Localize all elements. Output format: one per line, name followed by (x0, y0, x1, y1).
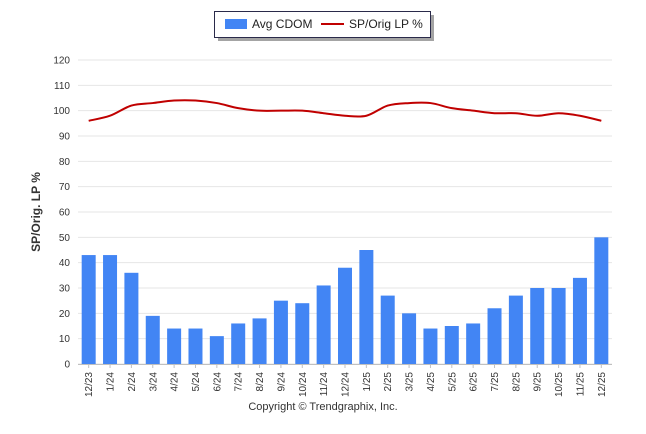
y-tick-label: 110 (54, 81, 70, 92)
bar-avg-cdom (444, 326, 459, 364)
bar-avg-cdom (81, 255, 96, 364)
y-tick-label: 120 (53, 56, 70, 67)
bar-avg-cdom (338, 267, 352, 364)
y-tick-label: 20 (59, 309, 71, 320)
x-tick-label: 2/24 (127, 372, 138, 392)
bar-avg-cdom (231, 323, 246, 364)
bar-avg-cdom (380, 295, 395, 364)
x-tick-label: 12/24 (341, 372, 352, 397)
y-tick-label: 50 (59, 233, 71, 244)
legend-label-sp-orig-lp: SP/Orig LP % (349, 17, 423, 31)
x-tick-label: 9/24 (276, 372, 287, 392)
y-tick-label: 80 (59, 157, 71, 168)
x-tick-label: 10/24 (298, 372, 309, 397)
x-tick-label: 5/24 (191, 372, 202, 392)
x-tick-label: 11/25 (575, 372, 586, 397)
y-tick-label: 0 (64, 360, 70, 371)
x-tick-label: 5/25 (447, 372, 458, 392)
y-tick-label: 70 (59, 182, 71, 193)
x-tick-label: 9/25 (533, 372, 544, 392)
legend: Avg CDOM SP/Orig LP % (214, 11, 434, 41)
bar-avg-cdom (530, 288, 545, 364)
x-tick-label: 8/24 (255, 372, 266, 392)
x-tick-label: 12/23 (84, 372, 95, 397)
bar-avg-cdom (487, 308, 502, 364)
bar-avg-cdom (167, 328, 182, 364)
legend-label-avg-cdom: Avg CDOM (252, 17, 312, 31)
bar-avg-cdom (209, 336, 224, 364)
bar-avg-cdom (316, 285, 331, 364)
x-tick-label: 1/24 (106, 372, 117, 392)
y-tick-label: 40 (59, 258, 71, 269)
bar-avg-cdom (508, 295, 523, 364)
bar-avg-cdom (145, 315, 160, 364)
bar-avg-cdom (466, 323, 481, 364)
bar-avg-cdom (295, 303, 310, 364)
bar-avg-cdom (103, 255, 118, 364)
bar-avg-cdom (402, 313, 417, 364)
x-tick-label: 2/25 (383, 372, 394, 392)
x-tick-label: 4/25 (426, 372, 437, 392)
y-axis-title: SP/Orig. LP % (29, 172, 43, 252)
copyright-text: Copyright © Trendgraphix, Inc. (248, 401, 398, 413)
y-tick-label: 90 (59, 132, 71, 143)
bar-avg-cdom (572, 277, 587, 364)
bar-avg-cdom (252, 318, 267, 364)
bar-avg-cdom (124, 272, 139, 364)
x-tick-label: 6/24 (212, 372, 223, 392)
x-tick-label: 10/25 (554, 372, 565, 397)
y-tick-label: 10 (59, 334, 71, 345)
x-tick-label: 3/25 (405, 372, 416, 392)
bar-avg-cdom (551, 288, 566, 364)
x-tick-label: 3/24 (148, 372, 159, 392)
x-tick-label: 4/24 (170, 372, 181, 392)
x-tick-label: 7/24 (234, 372, 245, 392)
y-tick-label: 100 (53, 106, 70, 117)
x-tick-label: 1/25 (362, 372, 373, 392)
y-tick-label: 30 (59, 284, 71, 295)
x-tick-label: 8/25 (511, 372, 522, 392)
y-tick-label: 60 (59, 208, 71, 219)
x-tick-label: 6/25 (469, 372, 480, 392)
bar-avg-cdom (594, 237, 609, 364)
bar-avg-cdom (359, 250, 374, 364)
x-tick-label: 12/25 (597, 372, 608, 397)
x-tick-label: 7/25 (490, 372, 501, 392)
bar-avg-cdom (188, 328, 203, 364)
bar-avg-cdom (273, 300, 288, 364)
x-tick-label: 11/24 (319, 372, 330, 397)
legend-swatch-avg-cdom (225, 19, 247, 29)
bar-avg-cdom (423, 328, 438, 364)
